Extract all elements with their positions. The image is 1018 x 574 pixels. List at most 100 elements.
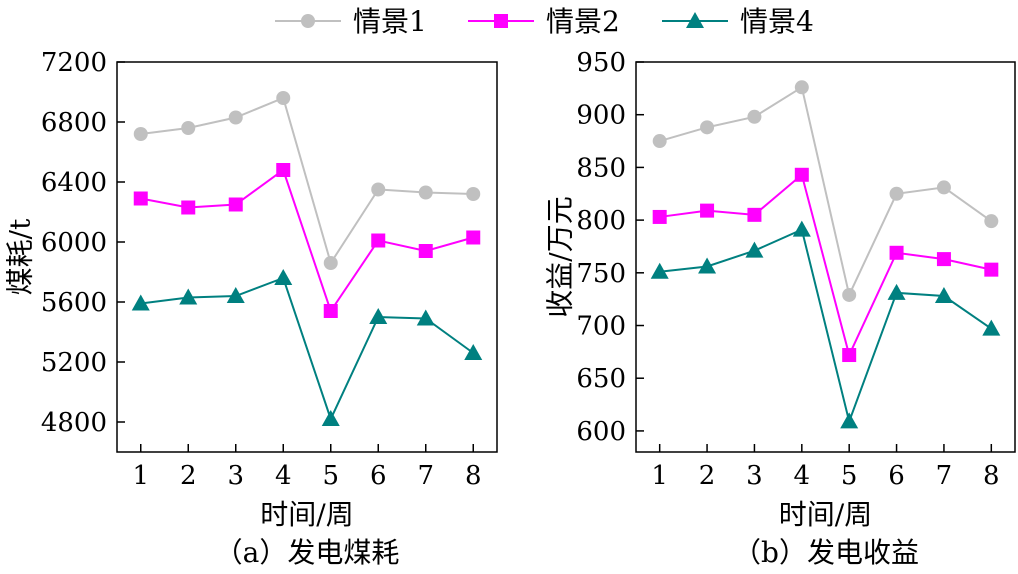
x-tick-label: 6 — [370, 461, 387, 491]
x-tick-label: 6 — [888, 461, 905, 491]
data-point-s2-3 — [747, 207, 762, 222]
plot-frame — [116, 61, 498, 453]
y-tick-label: 600 — [576, 417, 626, 447]
series-line-3 — [140, 276, 474, 422]
series-line-3 — [659, 228, 992, 425]
data-point-s1-3 — [228, 110, 243, 125]
data-point-s2-4 — [794, 167, 809, 182]
x-tick-label: 8 — [465, 461, 482, 491]
data-point-s1-1 — [652, 134, 667, 149]
panel-caption: （a）发电煤耗 — [215, 536, 400, 569]
data-point-s1-1 — [133, 127, 148, 141]
legend-marker-3 — [686, 12, 704, 28]
y-tick-label: 850 — [576, 153, 626, 183]
legend-marker-2 — [494, 14, 508, 28]
y-tick-label: 800 — [576, 206, 626, 236]
y-axis-label: 煤耗/t — [4, 218, 37, 295]
data-point-s2-4 — [276, 163, 291, 177]
x-tick-label: 7 — [936, 461, 953, 491]
data-point-s1-5 — [842, 287, 857, 302]
panel-generation-revenue: 600 650 700 750 800 850 900 950 1 2 3 4 5 6 7 8 时间/周 收益/万… — [544, 48, 1016, 569]
y-tick-label: 4800 — [41, 408, 107, 438]
x-axis-label: 时间/周 — [779, 498, 872, 531]
y-tick-label: 6400 — [41, 168, 107, 198]
data-point-s3-5 — [840, 412, 859, 429]
data-point-s3-7 — [416, 309, 435, 326]
data-point-s2-8 — [984, 262, 999, 277]
data-point-s2-7 — [418, 244, 433, 258]
data-point-s3-5 — [321, 410, 340, 426]
data-point-s1-2 — [700, 120, 715, 135]
y-tick-label: 5200 — [41, 348, 107, 378]
y-tick-label: 5600 — [41, 288, 107, 318]
y-axis-label: 收益/万元 — [544, 196, 577, 317]
data-point-s3-3 — [745, 241, 764, 258]
y-tick-label: 700 — [576, 312, 626, 342]
data-point-s3-6 — [369, 308, 388, 324]
data-point-s1-8 — [984, 214, 999, 229]
series-line-2 — [659, 172, 992, 358]
data-point-s2-1 — [652, 209, 667, 224]
data-point-s2-2 — [181, 200, 196, 215]
y-tick-label: 900 — [576, 101, 626, 131]
data-point-s2-2 — [700, 203, 715, 218]
data-point-s1-6 — [889, 186, 904, 201]
legend-label-3: 情景4 — [740, 5, 814, 38]
data-point-s3-8 — [982, 319, 1001, 336]
y-tick-label: 650 — [576, 364, 626, 394]
y-tick-label: 6800 — [41, 108, 107, 138]
data-point-s2-8 — [466, 230, 481, 245]
legend-label-1: 情景1 — [353, 5, 427, 38]
x-tick-label: 4 — [794, 461, 811, 491]
x-tick-label: 5 — [322, 461, 339, 491]
legend-marker-1 — [301, 14, 315, 28]
y-tick-label: 950 — [576, 48, 626, 78]
legend: 情景1 情景2 情景4 — [275, 5, 814, 38]
data-point-s1-8 — [466, 187, 481, 201]
data-point-s3-1 — [650, 262, 669, 279]
plot-frame — [635, 61, 1016, 453]
y-tick-label: 6000 — [41, 228, 107, 258]
x-tick-label: 2 — [180, 461, 197, 491]
data-point-s3-7 — [934, 287, 953, 303]
data-point-s3-1 — [131, 294, 150, 311]
panel-caption: （b）发电收益 — [733, 536, 919, 569]
data-point-s3-3 — [226, 287, 245, 303]
data-point-s2-5 — [323, 304, 338, 318]
x-tick-label: 3 — [746, 461, 763, 491]
x-tick-label: 1 — [651, 461, 668, 491]
data-point-s2-6 — [889, 245, 904, 260]
data-point-s1-7 — [936, 180, 951, 195]
data-point-s3-4 — [274, 269, 293, 285]
y-tick-label: 750 — [576, 259, 626, 289]
data-point-s2-1 — [133, 191, 148, 206]
data-point-s1-5 — [323, 256, 338, 270]
data-point-s1-4 — [794, 80, 809, 95]
x-tick-label: 2 — [699, 461, 716, 491]
series-line-2 — [140, 168, 474, 314]
x-axis-label: 时间/周 — [260, 498, 353, 531]
x-tick-label: 7 — [417, 461, 434, 491]
data-point-s2-7 — [936, 252, 951, 267]
data-point-s3-2 — [698, 257, 717, 274]
data-point-s1-2 — [181, 121, 196, 135]
data-point-s1-6 — [371, 182, 386, 197]
x-tick-label: 4 — [275, 461, 292, 491]
data-point-s1-4 — [276, 91, 291, 105]
data-point-s2-3 — [228, 197, 243, 212]
data-point-s1-3 — [747, 109, 762, 124]
data-point-s2-5 — [842, 348, 857, 363]
legend-label-2: 情景2 — [546, 5, 620, 38]
data-point-s3-8 — [464, 344, 483, 360]
data-point-s3-4 — [792, 220, 811, 237]
data-point-s2-6 — [371, 233, 386, 248]
data-point-s3-2 — [179, 288, 198, 305]
panel-coal-consumption: 4800 5200 5600 6000 6400 6800 7200 1 2 3 4 5 6 7 8 时间/周… — [4, 48, 498, 569]
data-point-s1-7 — [418, 185, 433, 200]
x-tick-label: 3 — [227, 461, 244, 491]
x-tick-label: 5 — [841, 461, 858, 491]
y-tick-label: 7200 — [41, 48, 107, 78]
x-tick-label: 8 — [983, 461, 1000, 491]
x-tick-label: 1 — [132, 461, 149, 491]
